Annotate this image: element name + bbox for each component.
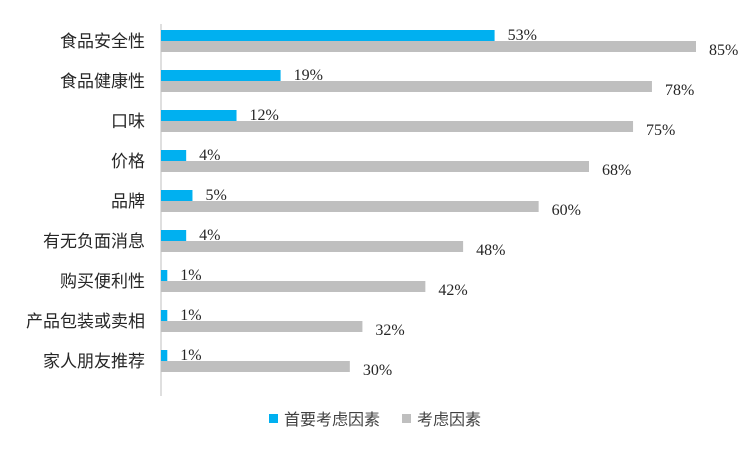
- data-label-primary-3: 4%: [199, 147, 220, 164]
- category-label-3: 价格: [111, 152, 145, 172]
- data-label-secondary-6: 42%: [438, 282, 467, 299]
- category-label-7: 产品包装或卖相: [26, 312, 145, 332]
- legend-swatch-secondary: [402, 413, 411, 423]
- category-label-0: 食品安全性: [60, 32, 145, 52]
- data-label-primary-8: 1%: [180, 347, 201, 364]
- bar-primary-8: [161, 350, 168, 361]
- data-label-primary-6: 1%: [180, 267, 201, 284]
- data-label-secondary-7: 32%: [375, 322, 404, 339]
- category-label-6: 购买便利性: [60, 272, 145, 292]
- data-label-primary-7: 1%: [180, 307, 201, 324]
- data-label-secondary-4: 60%: [552, 202, 581, 219]
- bar-secondary-5: [161, 241, 464, 252]
- bar-secondary-2: [161, 121, 634, 132]
- bar-secondary-8: [161, 361, 350, 372]
- bar-primary-7: [161, 310, 168, 321]
- data-label-secondary-2: 75%: [646, 122, 675, 139]
- legend-item-primary: 首要考虑因素: [268, 406, 380, 430]
- data-label-secondary-1: 78%: [665, 82, 694, 99]
- legend: 首要考虑因素 考虑因素: [0, 406, 750, 430]
- category-label-1: 食品健康性: [60, 72, 145, 92]
- category-label-5: 有无负面消息: [43, 232, 145, 252]
- data-label-primary-5: 4%: [199, 227, 220, 244]
- bar-primary-0: [161, 30, 495, 41]
- bar-secondary-0: [161, 41, 696, 52]
- data-label-secondary-8: 30%: [363, 362, 392, 379]
- bar-secondary-7: [161, 321, 363, 332]
- bar-primary-2: [161, 110, 237, 121]
- category-label-4: 品牌: [111, 192, 145, 212]
- legend-label-primary: 首要考虑因素: [283, 410, 380, 429]
- bar-secondary-1: [161, 81, 652, 92]
- bar-primary-3: [161, 150, 187, 161]
- legend-item-secondary: 考虑因素: [402, 406, 481, 430]
- bar-secondary-3: [161, 161, 589, 172]
- category-label-8: 家人朋友推荐: [43, 352, 145, 372]
- legend-label-secondary: 考虑因素: [417, 410, 482, 429]
- data-label-primary-2: 12%: [250, 107, 279, 124]
- category-label-2: 口味: [111, 112, 145, 132]
- bar-primary-1: [161, 70, 281, 81]
- data-label-primary-0: 53%: [508, 27, 537, 44]
- bar-primary-4: [161, 190, 193, 201]
- bar-secondary-6: [161, 281, 426, 292]
- bar-primary-5: [161, 230, 187, 241]
- bar-primary-6: [161, 270, 168, 281]
- data-label-primary-4: 5%: [205, 187, 226, 204]
- data-label-secondary-5: 48%: [476, 242, 505, 259]
- data-label-primary-1: 19%: [294, 67, 323, 84]
- bar-secondary-4: [161, 201, 539, 212]
- data-label-secondary-0: 85%: [709, 42, 738, 59]
- data-label-secondary-3: 68%: [602, 162, 631, 179]
- legend-swatch-primary: [268, 413, 278, 423]
